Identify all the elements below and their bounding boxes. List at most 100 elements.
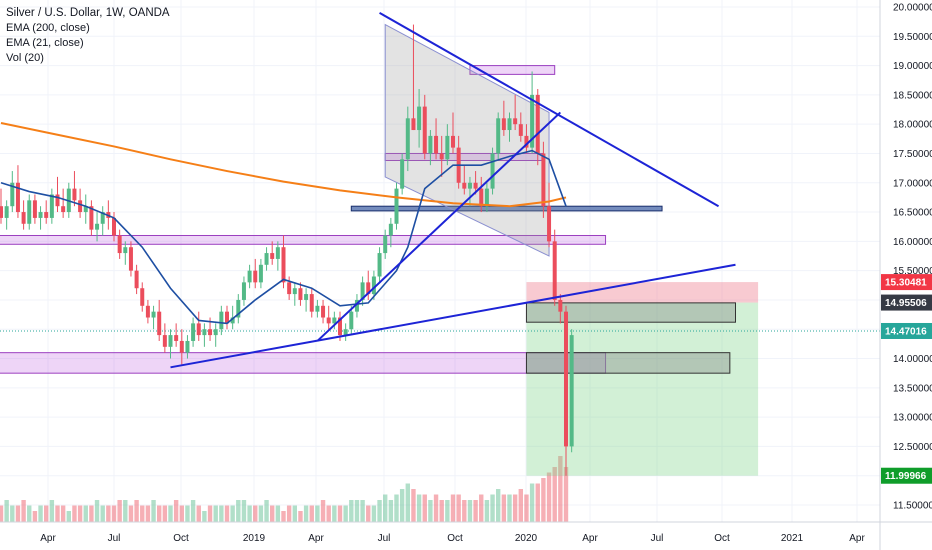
volume-bar [15, 505, 21, 522]
x-tick-label: Jul [378, 533, 391, 544]
take-profit-zone [526, 302, 759, 476]
volume-bar [422, 494, 427, 522]
triangle-pattern [384, 23, 550, 257]
candle [89, 206, 94, 230]
x-tick-label: Apr [308, 533, 324, 544]
candle [168, 335, 173, 347]
candle [309, 294, 314, 312]
volume-bar [77, 505, 83, 522]
candle [439, 153, 444, 160]
volume-bar [258, 505, 264, 522]
candle [411, 118, 416, 131]
candle [208, 329, 213, 336]
candle [123, 247, 128, 254]
price-badge [881, 467, 932, 484]
candle [304, 294, 309, 300]
volume-bar [27, 505, 32, 522]
candle [354, 299, 359, 312]
candle [185, 340, 190, 353]
candle [230, 317, 235, 324]
volume-bar [281, 511, 286, 522]
volume-bar [496, 489, 501, 522]
volume-bar [89, 505, 94, 522]
candle [315, 305, 320, 312]
volume-bar [399, 489, 405, 522]
volume-bar [140, 505, 145, 522]
candle [253, 270, 258, 283]
candle [428, 135, 433, 154]
candle [417, 106, 422, 131]
candle [191, 323, 196, 341]
volume-bar [411, 489, 416, 522]
x-tick-label: 2021 [781, 533, 804, 544]
volume-bar [219, 505, 224, 522]
volume-bar [354, 500, 360, 522]
volume-bar [38, 505, 43, 522]
candle [179, 340, 184, 353]
candles [0, 24, 574, 476]
candle [83, 206, 88, 213]
volume-bar [303, 505, 309, 522]
candle [467, 182, 472, 189]
volume-bar [247, 505, 252, 522]
volume-bar [123, 500, 128, 522]
legend: Silver / U.S. Dollar, 1W, OANDA EMA (200… [6, 6, 170, 66]
y-tick-label: 19.50000 [893, 32, 932, 43]
volume-bar [21, 500, 26, 522]
volume-bar [371, 505, 377, 522]
candle [349, 311, 354, 330]
volume-bar [202, 511, 207, 522]
y-tick-label: 15.50000 [893, 266, 932, 277]
volume-bar [490, 494, 495, 522]
candle [162, 335, 167, 347]
time-axis[interactable]: Apr Jul Oct 2019 Apr Jul Oct 2020 Apr Jul Oct 2021 A… [0, 521, 932, 544]
candle [281, 247, 286, 283]
candle [95, 223, 100, 230]
candle [360, 282, 365, 300]
symbol-title[interactable]: Silver / U.S. Dollar, 1W, OANDA [6, 7, 170, 19]
volume-bar [253, 505, 258, 522]
volume-bar [315, 505, 320, 522]
trendline [316, 111, 562, 342]
candle [524, 135, 529, 148]
volume-bar [332, 505, 337, 522]
triangle-shape [384, 23, 550, 257]
volume-bar [467, 500, 473, 522]
volume-bar [512, 494, 518, 522]
volume-bar [207, 505, 213, 522]
volume-bar [66, 511, 71, 522]
candle [338, 317, 342, 336]
candle [371, 276, 376, 295]
volume-bar [236, 500, 241, 522]
volume-bar [55, 505, 60, 522]
vol-legend[interactable]: Vol (20) [6, 52, 44, 64]
candle [236, 299, 241, 318]
volume-bar [4, 500, 9, 522]
volume-bar [298, 511, 303, 522]
volume-bar [49, 500, 55, 522]
candle [15, 182, 20, 213]
price-badge-label: 14.95506 [885, 298, 927, 309]
candle [564, 311, 568, 447]
volume-bar [320, 500, 326, 522]
volume-bar [428, 500, 433, 522]
volume-bar [179, 505, 184, 522]
candle [247, 270, 252, 283]
price-badge-label: 11.99966 [885, 471, 927, 482]
candle [298, 288, 303, 300]
candle [332, 317, 337, 324]
candle [72, 188, 77, 201]
candle [569, 335, 574, 447]
volume-bar [10, 505, 15, 522]
ema200-legend[interactable]: EMA (200, close) [6, 22, 90, 34]
volume-bar [230, 505, 235, 522]
y-tick-label: 18.00000 [893, 120, 932, 131]
volume-bar [264, 500, 269, 522]
volume-bar [157, 505, 162, 522]
ema21-legend[interactable]: EMA (21, close) [6, 37, 84, 49]
candle [196, 323, 201, 336]
x-tick-label: Oct [173, 533, 189, 544]
candle [128, 247, 133, 271]
candle [270, 253, 275, 259]
